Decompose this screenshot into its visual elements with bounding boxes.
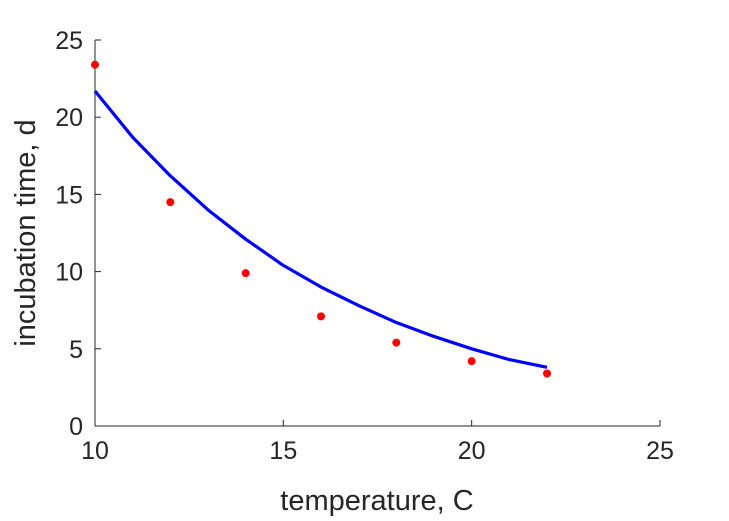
y-tick-label: 25 <box>55 27 83 55</box>
x-tick-label: 25 <box>646 437 674 465</box>
data-point <box>317 312 325 321</box>
data-point <box>91 60 99 69</box>
x-tick-label: 10 <box>81 437 109 465</box>
fit-curve-line <box>93 89 548 369</box>
axes <box>94 40 660 427</box>
x-tick-label: 20 <box>458 437 486 465</box>
x-tick-label: 15 <box>269 437 297 465</box>
y-tick-label: 20 <box>55 104 83 132</box>
data-points-group <box>91 60 551 378</box>
x-axis-title: temperature, C <box>280 485 473 517</box>
data-point <box>543 369 551 378</box>
data-point <box>241 269 250 278</box>
y-tick-label: 0 <box>69 413 83 441</box>
data-point <box>467 357 476 366</box>
y-axis-title: incubation time, d <box>10 119 42 346</box>
y-tick-label: 10 <box>55 259 83 287</box>
y-tick-label: 5 <box>69 336 83 364</box>
y-tick-label: 15 <box>55 181 83 209</box>
fit-curve-group <box>93 89 548 369</box>
data-point <box>166 198 175 207</box>
data-point <box>392 338 401 347</box>
ticks: 10 15 20 25 0 5 10 15 20 25 <box>55 27 674 465</box>
